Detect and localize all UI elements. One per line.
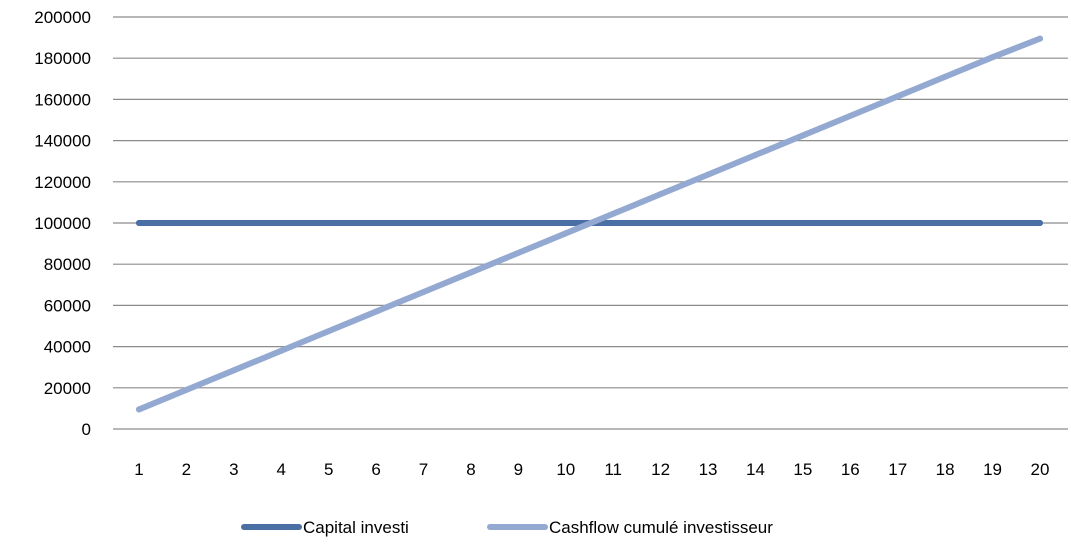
y-tick-label: 140000 (34, 132, 91, 151)
data-point (325, 328, 332, 335)
y-tick-label: 60000 (44, 296, 91, 315)
data-point (847, 112, 854, 119)
y-tick-label: 80000 (44, 255, 91, 274)
data-point (278, 347, 285, 354)
data-point (989, 54, 996, 61)
y-tick-label: 100000 (34, 214, 91, 233)
data-point (942, 220, 949, 226)
data-point (562, 220, 569, 226)
x-tick-label: 9 (514, 460, 523, 479)
series-lines (136, 35, 1043, 413)
y-axis-ticks: 0 20000 40000 60000 80000 100000 120000 140000 1… (34, 8, 91, 439)
data-point (1036, 35, 1043, 42)
data-point (894, 220, 901, 226)
legend: Capital investi Cashflow cumulé investiss… (241, 518, 773, 537)
y-tick-label: 40000 (44, 338, 91, 357)
data-point (610, 220, 617, 226)
y-tick-label: 160000 (34, 90, 91, 109)
x-tick-label: 20 (1031, 460, 1050, 479)
data-point (467, 220, 474, 226)
data-point (420, 220, 427, 226)
data-point (942, 73, 949, 80)
x-tick-label: 11 (604, 460, 622, 479)
data-point (183, 386, 190, 393)
data-point (373, 220, 380, 226)
data-point (657, 191, 664, 198)
data-point (515, 220, 522, 226)
data-point (230, 367, 237, 374)
x-tick-label: 16 (841, 460, 860, 479)
data-point (989, 220, 996, 226)
x-tick-label: 17 (888, 460, 907, 479)
y-tick-label: 180000 (34, 49, 91, 68)
data-point (515, 249, 522, 256)
data-point (420, 289, 427, 296)
data-point (705, 220, 712, 226)
y-tick-label: 20000 (44, 379, 91, 398)
x-tick-label: 4 (277, 460, 286, 479)
x-tick-label: 3 (229, 460, 238, 479)
legend-item: Cashflow cumulé investisseur (487, 518, 773, 537)
y-tick-label: 120000 (34, 173, 91, 192)
x-tick-label: 18 (936, 460, 955, 479)
data-point (752, 220, 759, 226)
x-tick-label: 15 (793, 460, 812, 479)
data-point (183, 220, 190, 226)
x-tick-label: 2 (182, 460, 191, 479)
data-point (610, 210, 617, 217)
x-tick-label: 14 (746, 460, 765, 479)
data-point (847, 220, 854, 226)
data-point (467, 269, 474, 276)
x-tick-label: 13 (699, 460, 718, 479)
series-line (136, 35, 1043, 413)
data-point (752, 152, 759, 159)
data-point (136, 220, 142, 226)
data-point (657, 220, 664, 226)
legend-label: Capital investi (303, 518, 409, 537)
x-tick-label: 6 (371, 460, 380, 479)
x-tick-label: 7 (419, 460, 428, 479)
data-point (278, 220, 285, 226)
legend-label: Cashflow cumulé investisseur (549, 518, 773, 537)
data-point (799, 220, 806, 226)
data-point (373, 308, 380, 315)
data-point (894, 93, 901, 100)
y-tick-label: 200000 (34, 8, 91, 27)
x-axis-ticks: 1 2 3 4 5 6 7 8 9 10 11 12 13 14 15 16 17 18 19 20 (134, 460, 1049, 479)
data-point (1036, 220, 1043, 226)
y-tick-label: 0 (82, 420, 91, 439)
data-point (230, 220, 237, 226)
x-tick-label: 12 (651, 460, 670, 479)
data-point (799, 132, 806, 139)
series-2 (136, 35, 1043, 413)
data-point (562, 230, 569, 237)
x-tick-label: 8 (466, 460, 475, 479)
x-tick-label: 5 (324, 460, 333, 479)
data-point (136, 406, 142, 413)
data-point (705, 171, 712, 178)
x-tick-label: 10 (556, 460, 575, 479)
x-tick-label: 19 (983, 460, 1002, 479)
legend-item: Capital investi (241, 518, 409, 537)
data-point (325, 220, 332, 226)
x-tick-label: 1 (134, 460, 143, 479)
